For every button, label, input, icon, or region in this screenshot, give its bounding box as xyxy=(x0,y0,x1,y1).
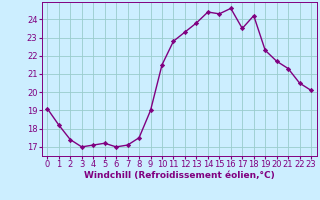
X-axis label: Windchill (Refroidissement éolien,°C): Windchill (Refroidissement éolien,°C) xyxy=(84,171,275,180)
